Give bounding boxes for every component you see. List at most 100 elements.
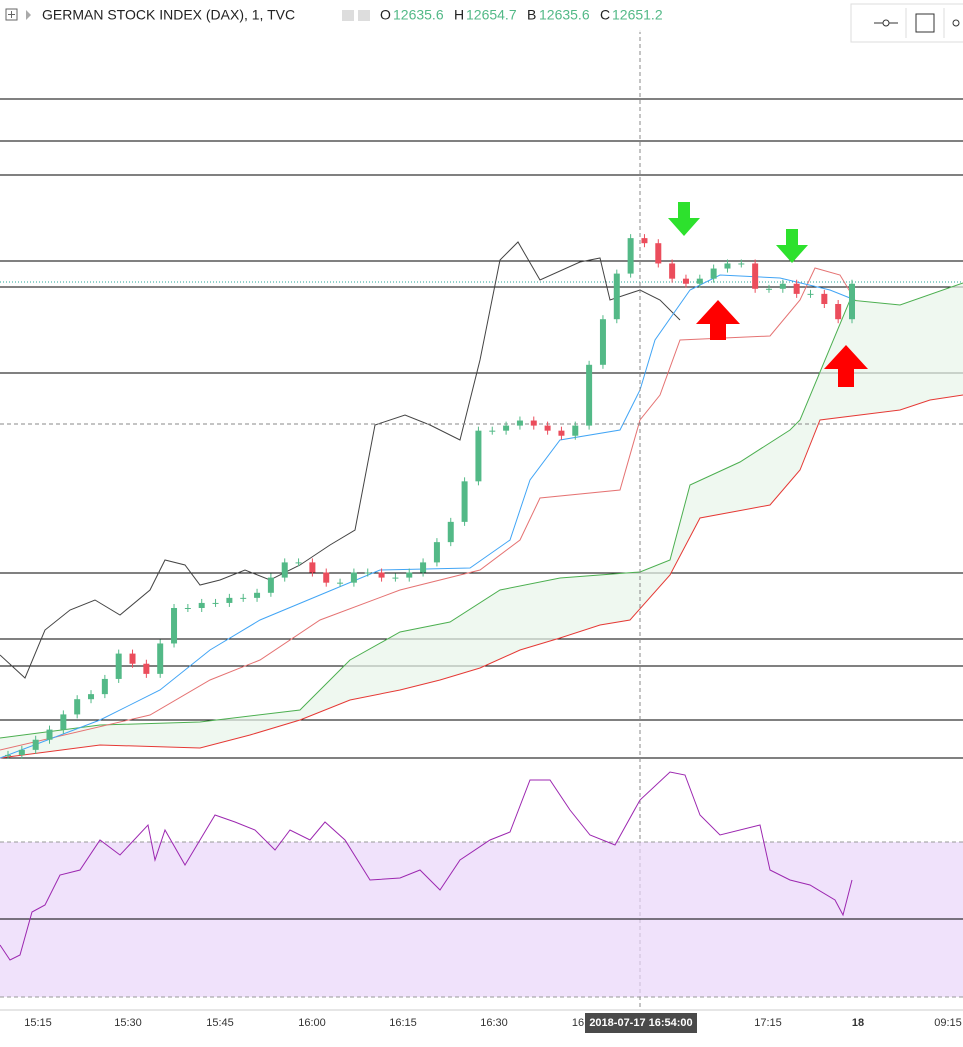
candle-body	[254, 592, 261, 598]
time-label: 15:30	[114, 1017, 142, 1029]
candle-body	[655, 243, 662, 264]
candle-body	[350, 572, 357, 583]
arrows	[668, 202, 868, 387]
cloud-edge-b	[0, 394, 963, 759]
candle-body	[586, 364, 593, 426]
time-label: 18	[852, 1017, 864, 1029]
cloud	[0, 283, 963, 758]
candle-body	[669, 263, 676, 279]
candle-body	[392, 577, 399, 579]
o-value: 12635.6	[393, 7, 444, 23]
h-label: H	[454, 7, 464, 23]
cursor-box	[585, 1013, 697, 1033]
candle-body	[420, 562, 427, 573]
candle-body	[240, 597, 247, 599]
candle-body	[779, 283, 786, 289]
candle-body	[101, 678, 108, 695]
candles	[5, 234, 855, 759]
candle-body	[212, 602, 219, 604]
candle-body	[516, 420, 523, 426]
toolbar-box	[850, 3, 963, 43]
time-label: 15:15	[24, 1017, 52, 1029]
candle-body	[489, 430, 496, 432]
candle-body	[738, 263, 745, 265]
time-label: 16:00	[298, 1017, 326, 1029]
candle-body	[184, 608, 191, 609]
time-label: 16:30	[480, 1017, 508, 1029]
candle-body	[378, 572, 385, 578]
time-label: 16:15	[389, 1017, 417, 1029]
candle-body	[710, 268, 717, 279]
candle-body	[641, 238, 648, 244]
down-arrow	[776, 229, 808, 263]
candle-body	[406, 572, 413, 578]
rsi-line	[0, 771, 853, 961]
candle-body	[18, 749, 25, 755]
candle-body	[337, 582, 344, 584]
candle-body	[530, 420, 537, 426]
candle-body	[696, 278, 703, 284]
candle-body	[323, 572, 330, 583]
h-value: 12654.7	[466, 7, 517, 23]
candle-body	[724, 263, 731, 269]
candle-body	[281, 562, 288, 578]
kijun-line	[0, 267, 856, 751]
collapse-icon-plus	[8, 11, 15, 18]
tenkan-line	[0, 274, 856, 759]
candle-body	[171, 608, 178, 644]
cursor-label: 2018-07-17 16:54:00	[589, 1017, 692, 1029]
eye-icon[interactable]	[342, 10, 354, 21]
line-tool-dot	[882, 19, 890, 27]
down-arrow	[668, 202, 700, 236]
candle-body	[572, 425, 579, 436]
candle-body	[198, 602, 205, 608]
candle-body	[226, 597, 233, 603]
candle-body	[544, 425, 551, 431]
cloud-edge-a	[0, 282, 963, 739]
symbol-title[interactable]: GERMAN STOCK INDEX (DAX), 1, TVC	[42, 7, 295, 23]
candle-body	[433, 542, 440, 563]
candle-body	[807, 293, 814, 295]
candle-body	[364, 572, 371, 574]
time-label: 17:15	[754, 1017, 782, 1029]
candle-body	[88, 694, 95, 700]
candle-body	[599, 319, 606, 365]
b-label: B	[527, 7, 536, 23]
time-label: 16	[572, 1017, 584, 1029]
candle-body	[503, 425, 510, 431]
candle-body	[821, 293, 828, 304]
candle-body	[157, 643, 164, 674]
candle-body	[682, 278, 689, 284]
up-arrow	[696, 300, 740, 340]
c-value: 12651.2	[612, 7, 663, 23]
time-axis	[0, 1010, 963, 1047]
time-label: 15:45	[206, 1017, 234, 1029]
candle-body	[60, 714, 67, 730]
candle-body	[627, 238, 634, 274]
candle-body	[143, 663, 150, 674]
c-label: C	[600, 7, 610, 23]
candle-body	[74, 699, 81, 715]
b-value: 12635.6	[539, 7, 590, 23]
up-arrow	[824, 345, 868, 387]
candle-body	[32, 739, 39, 750]
candle-body	[295, 562, 302, 564]
candle-body	[267, 577, 274, 593]
candle-body	[835, 304, 842, 320]
symbol-icon	[26, 10, 31, 20]
time-label: 09:15	[934, 1017, 962, 1029]
shape-tool[interactable]	[952, 19, 960, 27]
settings-icon[interactable]	[358, 10, 370, 21]
candle-body	[46, 729, 53, 740]
candle-body	[558, 430, 565, 436]
candle-body	[129, 653, 136, 664]
drawing-toolbar	[850, 3, 963, 43]
lagging-line	[0, 241, 681, 679]
collapse-icon[interactable]	[5, 8, 18, 21]
candle-body	[115, 653, 122, 679]
rect-tool[interactable]	[915, 13, 935, 33]
candle-body	[752, 263, 759, 289]
candle-body	[309, 562, 316, 573]
